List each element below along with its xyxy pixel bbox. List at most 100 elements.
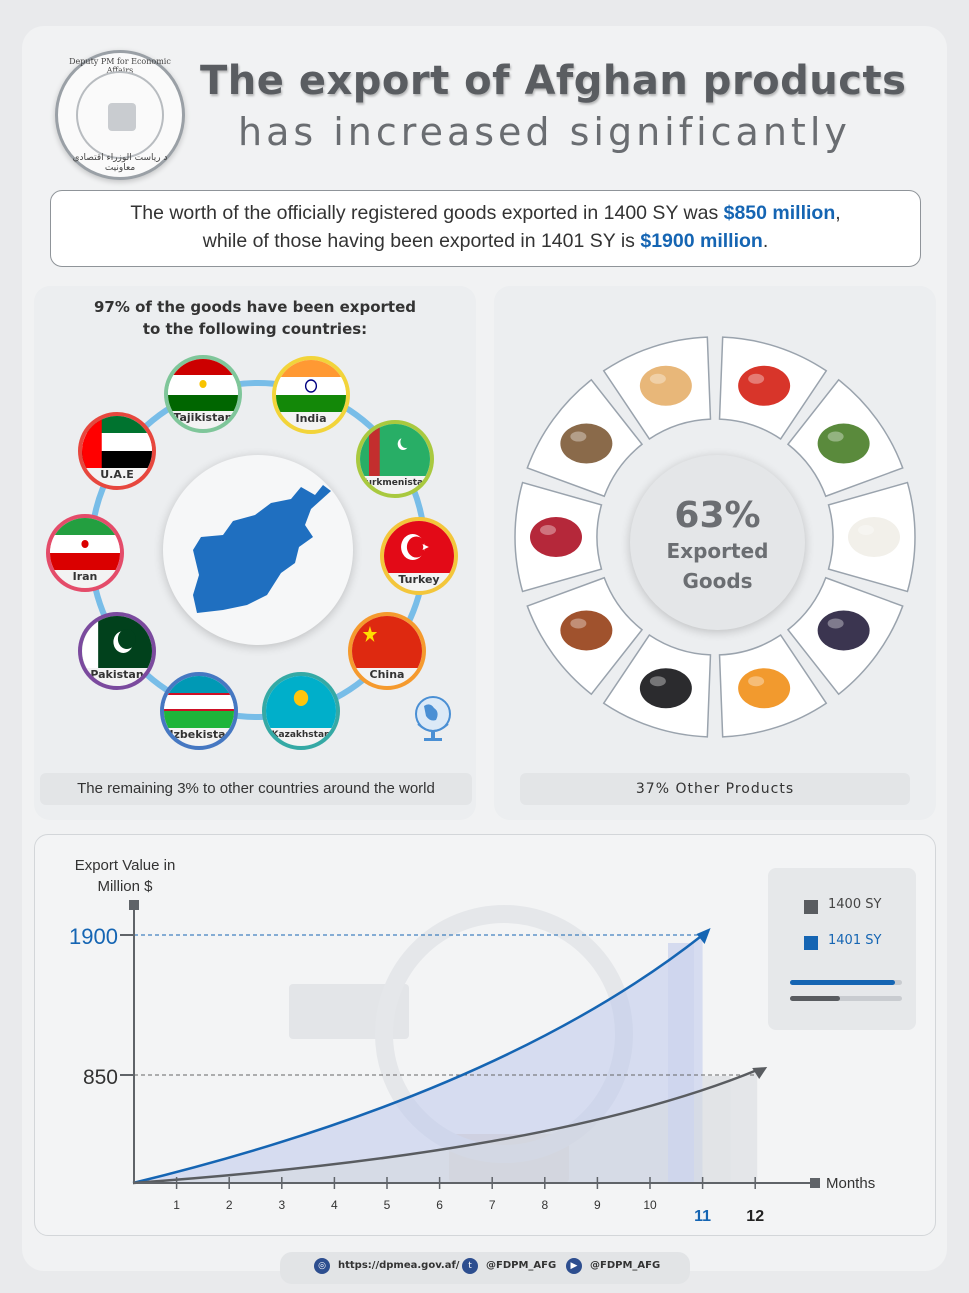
x-tick-label: 7 — [489, 1198, 496, 1212]
tajikistan-flag-icon — [168, 359, 238, 411]
intro-text-2: , — [835, 202, 841, 224]
legend-bar-track-1400 — [790, 996, 902, 1001]
y-axis-title: Export Value in Million $ — [74, 857, 176, 895]
afghanistan-map-icon — [193, 485, 331, 613]
country-label: Uzbekistan — [164, 728, 234, 741]
pakistan-flag-icon — [82, 616, 152, 668]
youtube-handle[interactable]: @FDPM_AFG — [590, 1260, 661, 1271]
country-china: China — [348, 612, 426, 690]
arrowhead-1401 — [696, 928, 711, 944]
intro-text-1: The worth of the officially registered g… — [130, 202, 724, 224]
legend-bar-fill-1401 — [790, 980, 896, 985]
country-label: Iran — [72, 570, 98, 583]
y-tick-label: 1900 — [69, 924, 118, 949]
area-1401 — [133, 935, 703, 1183]
tomatoes-highlight — [748, 373, 765, 384]
y-axis-cap — [129, 900, 139, 910]
x-axis-cap — [810, 1178, 820, 1188]
intro-text-3: while of those having been exported in 1… — [202, 230, 641, 252]
exported-goods-label-1: Exported — [666, 539, 769, 563]
apricots-icon — [738, 668, 791, 709]
country-iran: Iran — [46, 514, 124, 592]
page-subtitle: has increased significantly — [238, 110, 851, 154]
country-kazakhstan: Kazakhstan — [262, 672, 340, 750]
ministry-seal-logo: Deputy PM for Economic Affairs د ریاست ا… — [55, 50, 185, 180]
x-tick-label: 6 — [436, 1198, 443, 1212]
coal-shape — [639, 668, 692, 709]
dried-figs-icon — [560, 423, 613, 464]
uae-flag-icon — [82, 416, 152, 468]
bar-1401-end — [668, 943, 694, 1183]
kazakhstan-flag-icon — [266, 676, 336, 728]
country-label: Pakistan — [90, 668, 144, 681]
uzbekistan-flag-icon — [164, 676, 234, 728]
x-tick-label: 10 — [643, 1198, 657, 1212]
seal-text-top: Deputy PM for Economic Affairs — [69, 57, 171, 75]
saffron-field-icon — [817, 423, 870, 464]
website-link[interactable]: https://dpmea.gov.af/ — [338, 1260, 460, 1271]
countries-title: 97% of the goods have been exported to t… — [34, 296, 476, 340]
raisins-shape — [560, 610, 613, 651]
x-tick-label: 5 — [384, 1198, 391, 1212]
country-label: Turkmenistan — [360, 478, 430, 488]
saffron-field-highlight — [827, 431, 844, 442]
legend-bar-track-1401 — [790, 980, 902, 985]
turkey-flag-icon — [384, 521, 454, 573]
pine-nuts-shape — [639, 365, 692, 406]
other-products-note: 37% Other Products — [520, 773, 910, 805]
twitter-handle[interactable]: @FDPM_AFG — [486, 1260, 557, 1271]
y-tick-label: 850 — [83, 1066, 118, 1089]
saffron-field-shape — [817, 423, 870, 464]
coal-highlight — [649, 676, 666, 687]
x-tick-label: 12 — [746, 1208, 764, 1225]
seal-ring — [76, 71, 164, 159]
seal-text-bottom: د ریاست الوزراء اقتصادي معاونیت — [72, 153, 168, 173]
exported-goods-percent: 63% — [674, 495, 761, 536]
legend-bar-fill-1400 — [790, 996, 841, 1001]
exported-goods-label-2: Goods — [682, 569, 753, 593]
legend-swatch-1401 — [804, 936, 818, 950]
exported-goods-center: 63% Exported Goods — [630, 455, 805, 630]
intro-statement: The worth of the officially registered g… — [50, 190, 921, 267]
twitter-icon: t — [462, 1258, 478, 1274]
country-label: Tajikistan — [173, 411, 233, 424]
pomegranate-icon — [530, 517, 582, 557]
iran-flag-icon — [50, 518, 120, 570]
area-1400 — [133, 1070, 758, 1183]
x-tick-label: 1 — [173, 1198, 180, 1212]
line-1400 — [132, 1068, 758, 1185]
x-axis-title: Months — [826, 1175, 875, 1192]
x-tick-label: 4 — [331, 1198, 338, 1212]
pomegranate-shape — [530, 517, 582, 557]
x-tick-label: 9 — [594, 1198, 601, 1212]
x-tick-label: 8 — [541, 1198, 548, 1212]
pomegranate-highlight — [540, 525, 556, 535]
x-tick-label: 3 — [278, 1198, 285, 1212]
pine-nuts-icon — [639, 365, 692, 406]
country-label: China — [369, 668, 405, 681]
tomatoes-icon — [738, 365, 791, 406]
raisins-icon — [560, 610, 613, 651]
products-wheel — [514, 336, 916, 738]
intro-text-4: . — [762, 230, 769, 252]
legend-swatch-1400 — [804, 900, 818, 914]
countries-title-line1: 97% of the goods have been exported — [94, 298, 416, 316]
grapes-icon — [817, 610, 870, 651]
india-flag-icon — [276, 360, 346, 412]
youtube-icon: ▶ — [566, 1258, 582, 1274]
bar-1400-end — [702, 1076, 731, 1183]
cotton-icon — [848, 517, 900, 557]
china-flag-icon — [352, 616, 422, 668]
country-pakistan: Pakistan — [78, 612, 156, 690]
dried-figs-highlight — [570, 431, 587, 442]
country-label: U.A.E — [100, 468, 134, 481]
turkmenistan-flag-icon — [360, 424, 430, 476]
country-label: India — [295, 412, 327, 425]
dried-figs-shape — [560, 423, 613, 464]
line-1401 — [132, 934, 704, 1185]
legend-label-1401: 1401 SY — [828, 933, 882, 948]
globe-icon — [415, 696, 451, 741]
apricots-shape — [738, 668, 791, 709]
cotton-shape — [848, 517, 900, 557]
